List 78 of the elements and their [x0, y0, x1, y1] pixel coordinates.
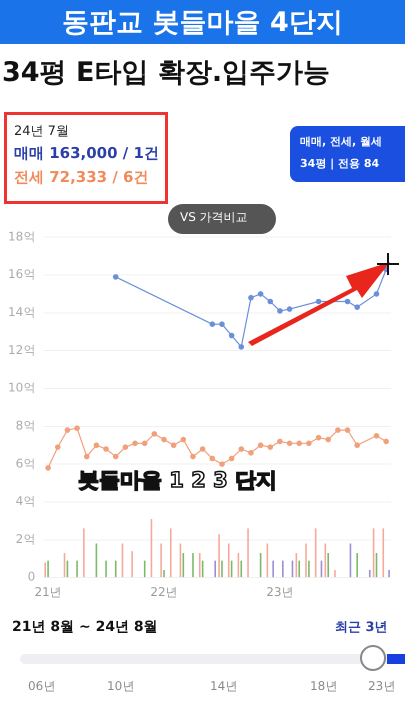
point [210, 456, 216, 462]
point [267, 298, 274, 304]
text: 34평 | 전용 84 [300, 156, 380, 171]
point [103, 446, 109, 452]
point [258, 442, 264, 448]
point [267, 444, 274, 450]
point [258, 291, 264, 297]
point [112, 454, 119, 460]
point [296, 440, 302, 446]
text: 23년 [368, 678, 396, 695]
point [335, 427, 341, 433]
point [228, 456, 234, 462]
x-tick-label: 23년 [266, 584, 294, 599]
text: 06년 [28, 678, 56, 695]
text: 21년 8월 ~ 24년 8월 [12, 618, 158, 636]
point [316, 434, 322, 440]
point [383, 438, 389, 444]
point [248, 294, 254, 301]
text: 14년 [210, 678, 238, 695]
point [142, 440, 148, 446]
point [354, 304, 360, 310]
point [170, 442, 176, 448]
point [306, 440, 312, 446]
text: 10년 [107, 678, 134, 695]
text: VS 가격비교 [180, 209, 248, 226]
point [238, 344, 244, 350]
y-tick-label: 4억 [16, 494, 36, 508]
point [64, 427, 70, 433]
point [374, 291, 380, 297]
point [325, 436, 332, 442]
point [161, 436, 167, 442]
y-tick-label: 16억 [8, 267, 36, 282]
point [228, 332, 234, 338]
chart-subtitle: 34평 E타입 확장.입주가능 [2, 56, 330, 90]
text: 24년 7월 [14, 123, 69, 140]
y-tick-label: 18억 [8, 229, 36, 244]
text: 전세 72,333 / 6건 [14, 168, 148, 187]
point [54, 444, 61, 450]
y-tick-label: 12억 [8, 342, 36, 357]
point [219, 461, 225, 467]
point [190, 454, 196, 460]
y-tick-label: 14억 [8, 304, 36, 319]
x-tick-label: 22년 [150, 584, 178, 599]
point [132, 440, 138, 446]
point [94, 442, 100, 448]
point [112, 274, 119, 280]
y-tick-label: 10억 [8, 380, 36, 395]
point [316, 298, 322, 304]
point [45, 465, 51, 471]
text: 매매 163,000 / 1건 [14, 144, 159, 163]
point [200, 446, 206, 452]
point [180, 436, 186, 442]
point [210, 321, 216, 327]
point [152, 431, 158, 437]
point [84, 454, 90, 460]
y-tick-label: 2억 [16, 532, 36, 546]
point [277, 308, 283, 314]
chart-title: 동판교 봇들마을 4단지 [61, 6, 344, 40]
point [219, 321, 225, 327]
point [74, 425, 80, 431]
y-tick-label: 0 [28, 570, 36, 584]
point [122, 444, 128, 450]
point [277, 438, 283, 444]
point [248, 450, 254, 456]
point [238, 446, 244, 452]
text: 18년 [310, 678, 338, 695]
point [286, 440, 292, 446]
point [354, 442, 360, 448]
text: 매매, 전세, 월세 [300, 134, 382, 149]
point [286, 306, 292, 312]
y-tick-label: 8억 [16, 418, 36, 432]
point [374, 432, 380, 439]
annotation: 봇들마을 1 2 3 단지 [78, 467, 278, 494]
point [344, 298, 350, 304]
text: 최근 3년 [335, 619, 388, 636]
point [344, 427, 350, 433]
x-tick-label: 21년 [34, 584, 62, 599]
y-tick-label: 6억 [16, 456, 36, 470]
